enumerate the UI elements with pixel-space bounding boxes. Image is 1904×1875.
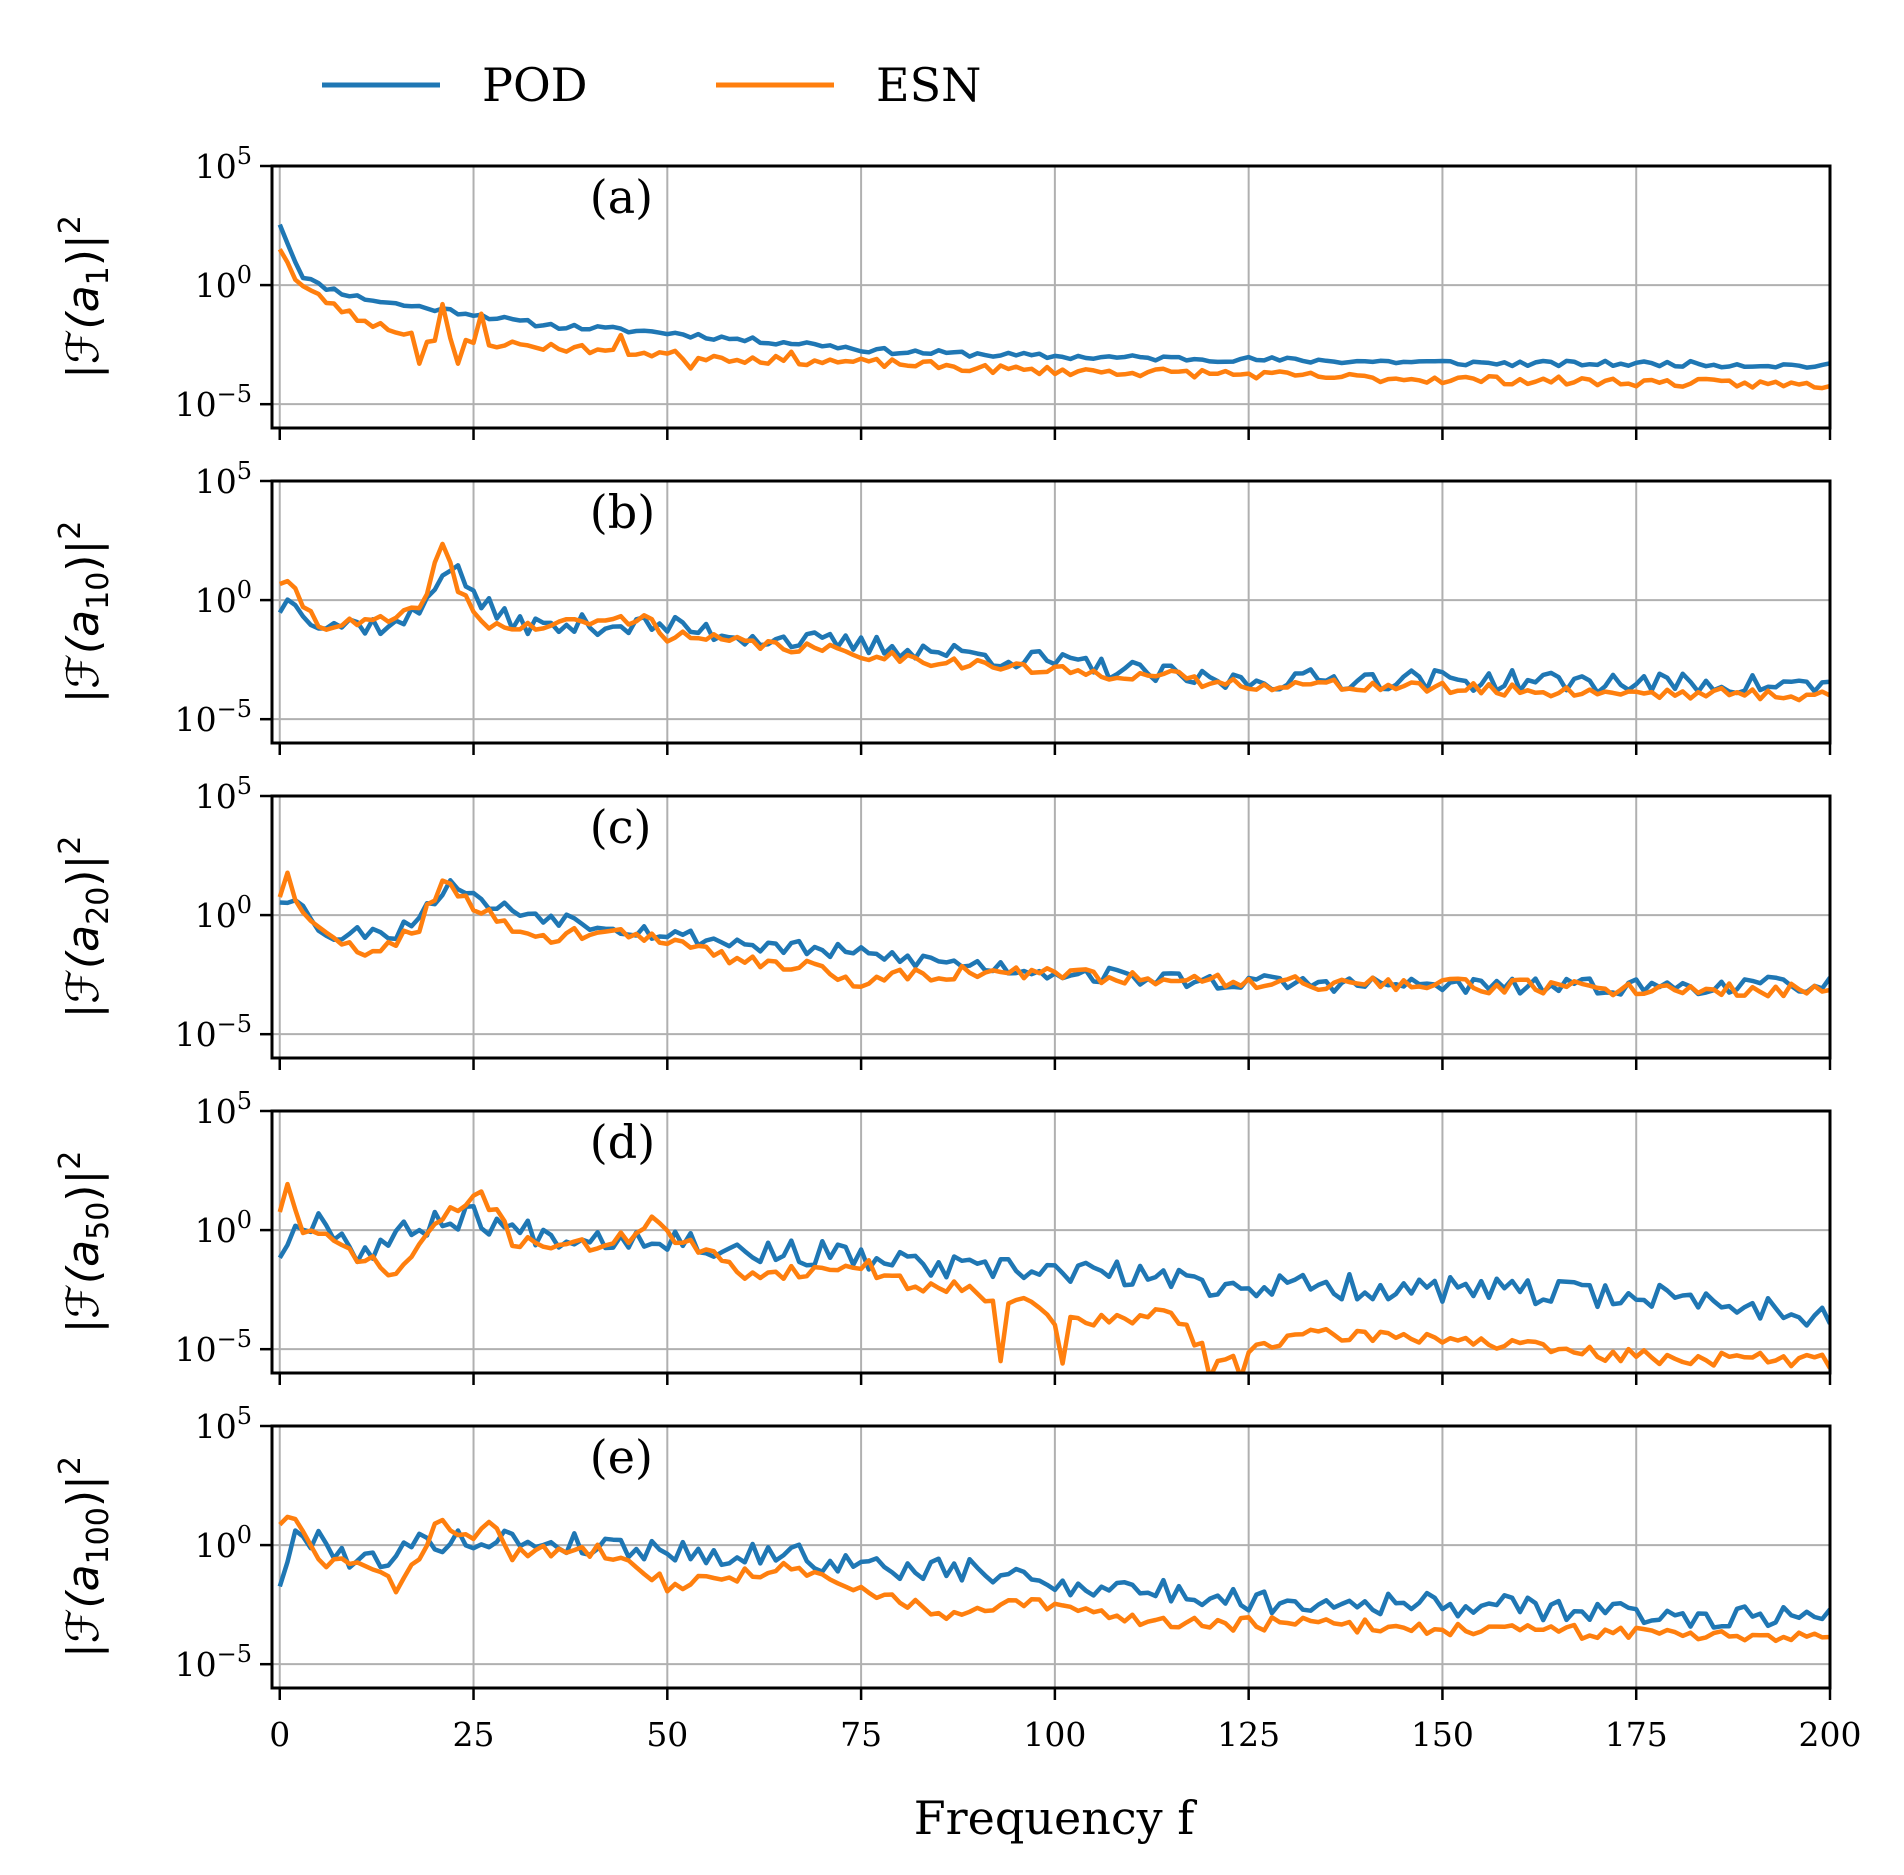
series-line-esn (277, 870, 1830, 999)
legend: POD ESN (322, 58, 981, 112)
y-tick-label: 100 (195, 576, 252, 620)
y-tick-label: 10−5 (175, 1010, 252, 1054)
x-tick-label: 75 (840, 1715, 882, 1754)
panel-b: 105 100 10−5 (b) |ℱ(a10)|2 (53, 457, 1832, 755)
y-tick-label: 100 (195, 891, 252, 935)
y-tick-label: 105 (195, 457, 252, 501)
axes-frame (270, 479, 1832, 745)
panel-d: 105 100 10−5 (d) |ℱ(a50)|2 (53, 1087, 1832, 1385)
x-tick-label: 125 (1217, 1715, 1280, 1754)
y-tick-label: 10−5 (175, 695, 252, 739)
panel-tag: (e) (590, 1430, 653, 1484)
y-axis-title: |ℱ(a1)|2 (53, 215, 116, 379)
axes-frame (270, 794, 1832, 1060)
legend-label-esn: ESN (876, 58, 981, 112)
axes-frame (270, 1424, 1832, 1690)
y-tick-label: 105 (195, 772, 252, 816)
series-line-esn (279, 541, 1830, 703)
x-tick-label: 25 (453, 1715, 495, 1754)
series-line-esn (278, 1514, 1830, 1644)
panel-tag: (a) (590, 170, 653, 224)
panel-tag: (b) (590, 485, 655, 539)
series-line-pod (277, 223, 1830, 370)
legend-label-pod: POD (482, 58, 588, 112)
x-tick-label: 150 (1411, 1715, 1474, 1754)
panel-c: 105 100 10−5 (c) |ℱ(a20)|2 (53, 772, 1832, 1070)
y-tick-label: 100 (195, 1206, 252, 1250)
series-line-pod (277, 563, 1830, 696)
panel-tag: (d) (590, 1115, 655, 1169)
y-tick-label: 105 (195, 1087, 252, 1131)
y-tick-label: 100 (195, 261, 252, 305)
x-tick-label: 175 (1605, 1715, 1668, 1754)
y-tick-label: 10−5 (175, 1640, 252, 1684)
y-tick-label: 10−5 (175, 380, 252, 424)
y-axis-title: |ℱ(a50)|2 (53, 1151, 116, 1334)
y-tick-label: 105 (195, 1402, 252, 1446)
y-axis-title: |ℱ(a10)|2 (53, 521, 116, 704)
x-tick-label: 50 (646, 1715, 688, 1754)
series-line-pod (277, 1203, 1830, 1328)
series-line-esn (277, 248, 1830, 391)
x-tick-label: 100 (1023, 1715, 1086, 1754)
y-tick-label: 10−5 (175, 1325, 252, 1369)
axes-frame (270, 1109, 1832, 1375)
panel-e: 105 100 10−5 (e) |ℱ(a100)|2 (53, 1402, 1832, 1700)
panel-a: 105 100 10−5 (a) |ℱ(a1)|2 (53, 142, 1832, 440)
x-axis-title: Frequency f (914, 1791, 1197, 1845)
y-tick-label: 100 (195, 1521, 252, 1565)
x-tick-label: 200 (1799, 1715, 1862, 1754)
x-tick-label: 0 (269, 1715, 290, 1754)
y-axis-title: |ℱ(a20)|2 (53, 836, 116, 1019)
y-tick-label: 105 (195, 142, 252, 186)
series-line-esn (277, 1181, 1830, 1373)
axes-frame (270, 164, 1832, 430)
y-axis-title: |ℱ(a100)|2 (53, 1456, 116, 1658)
panel-tag: (c) (590, 800, 652, 854)
